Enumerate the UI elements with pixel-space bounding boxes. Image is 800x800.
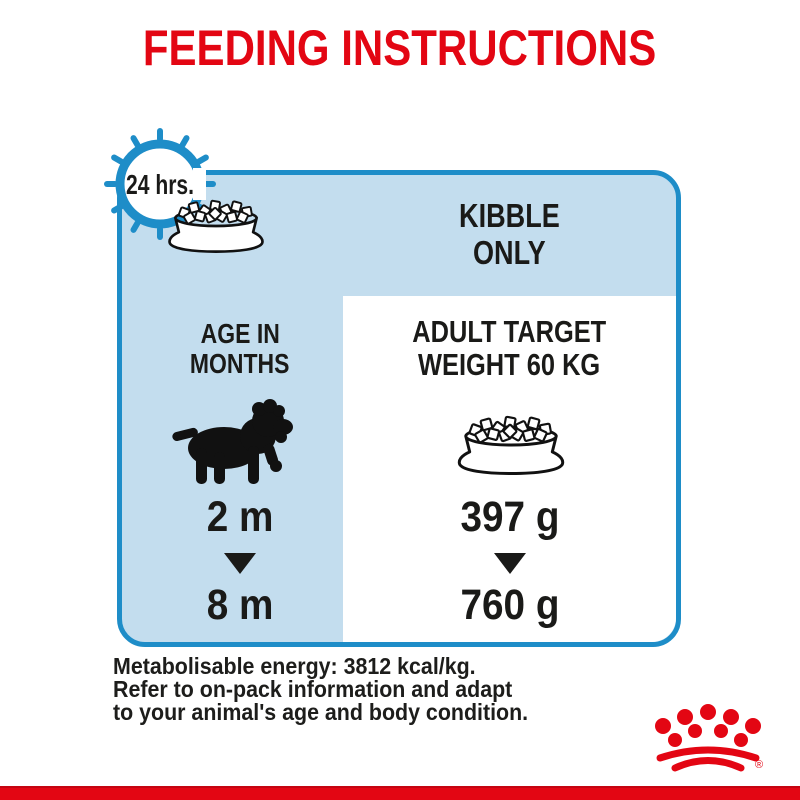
age-heading-line1: AGE IN bbox=[200, 318, 280, 349]
age-start-value: 2 m bbox=[206, 493, 274, 541]
bottom-red-bar bbox=[0, 786, 800, 800]
down-arrow-icon-right bbox=[343, 553, 676, 574]
weight-heading-line1: ADULT TARGET bbox=[412, 314, 607, 349]
kibble-only-line2: ONLY bbox=[473, 234, 546, 271]
royal-canin-crown-logo: ® bbox=[655, 704, 763, 772]
kibble-bowl-icon-small bbox=[168, 199, 264, 253]
footer-line3: to your animal's age and body condition. bbox=[113, 699, 529, 725]
food-start-value: 397 g bbox=[460, 493, 559, 541]
footer-note: Metabolisable energy: 3812 kcal/kg. Refe… bbox=[113, 655, 673, 724]
adult-target-weight-heading: ADULT TARGET WEIGHT 60 KG bbox=[343, 315, 676, 381]
footer-line1: Metabolisable energy: 3812 kcal/kg. bbox=[113, 653, 476, 679]
kibble-only-line1: KIBBLE bbox=[459, 197, 560, 234]
food-end-value: 760 g bbox=[460, 581, 559, 629]
registered-mark: ® bbox=[755, 759, 763, 771]
age-heading-line2: MONTHS bbox=[190, 348, 290, 379]
kibble-bowl-icon-large bbox=[457, 415, 565, 475]
age-end-value: 8 m bbox=[206, 581, 274, 629]
down-arrow-icon-left bbox=[130, 553, 350, 574]
puppy-icon bbox=[172, 399, 293, 484]
age-heading: AGE IN MONTHS bbox=[130, 319, 350, 379]
clock-label: 24 hrs. bbox=[126, 169, 194, 200]
clock-icon: 24 hrs. bbox=[104, 128, 216, 240]
footer-line2: Refer to on-pack information and adapt bbox=[113, 676, 513, 702]
kibble-only-heading: KIBBLE ONLY bbox=[343, 197, 676, 271]
weight-heading-line2: WEIGHT 60 KG bbox=[418, 347, 601, 382]
page-title-text: FEEDING INSTRUCTIONS bbox=[143, 20, 657, 76]
page-title: FEEDING INSTRUCTIONS bbox=[0, 22, 800, 74]
